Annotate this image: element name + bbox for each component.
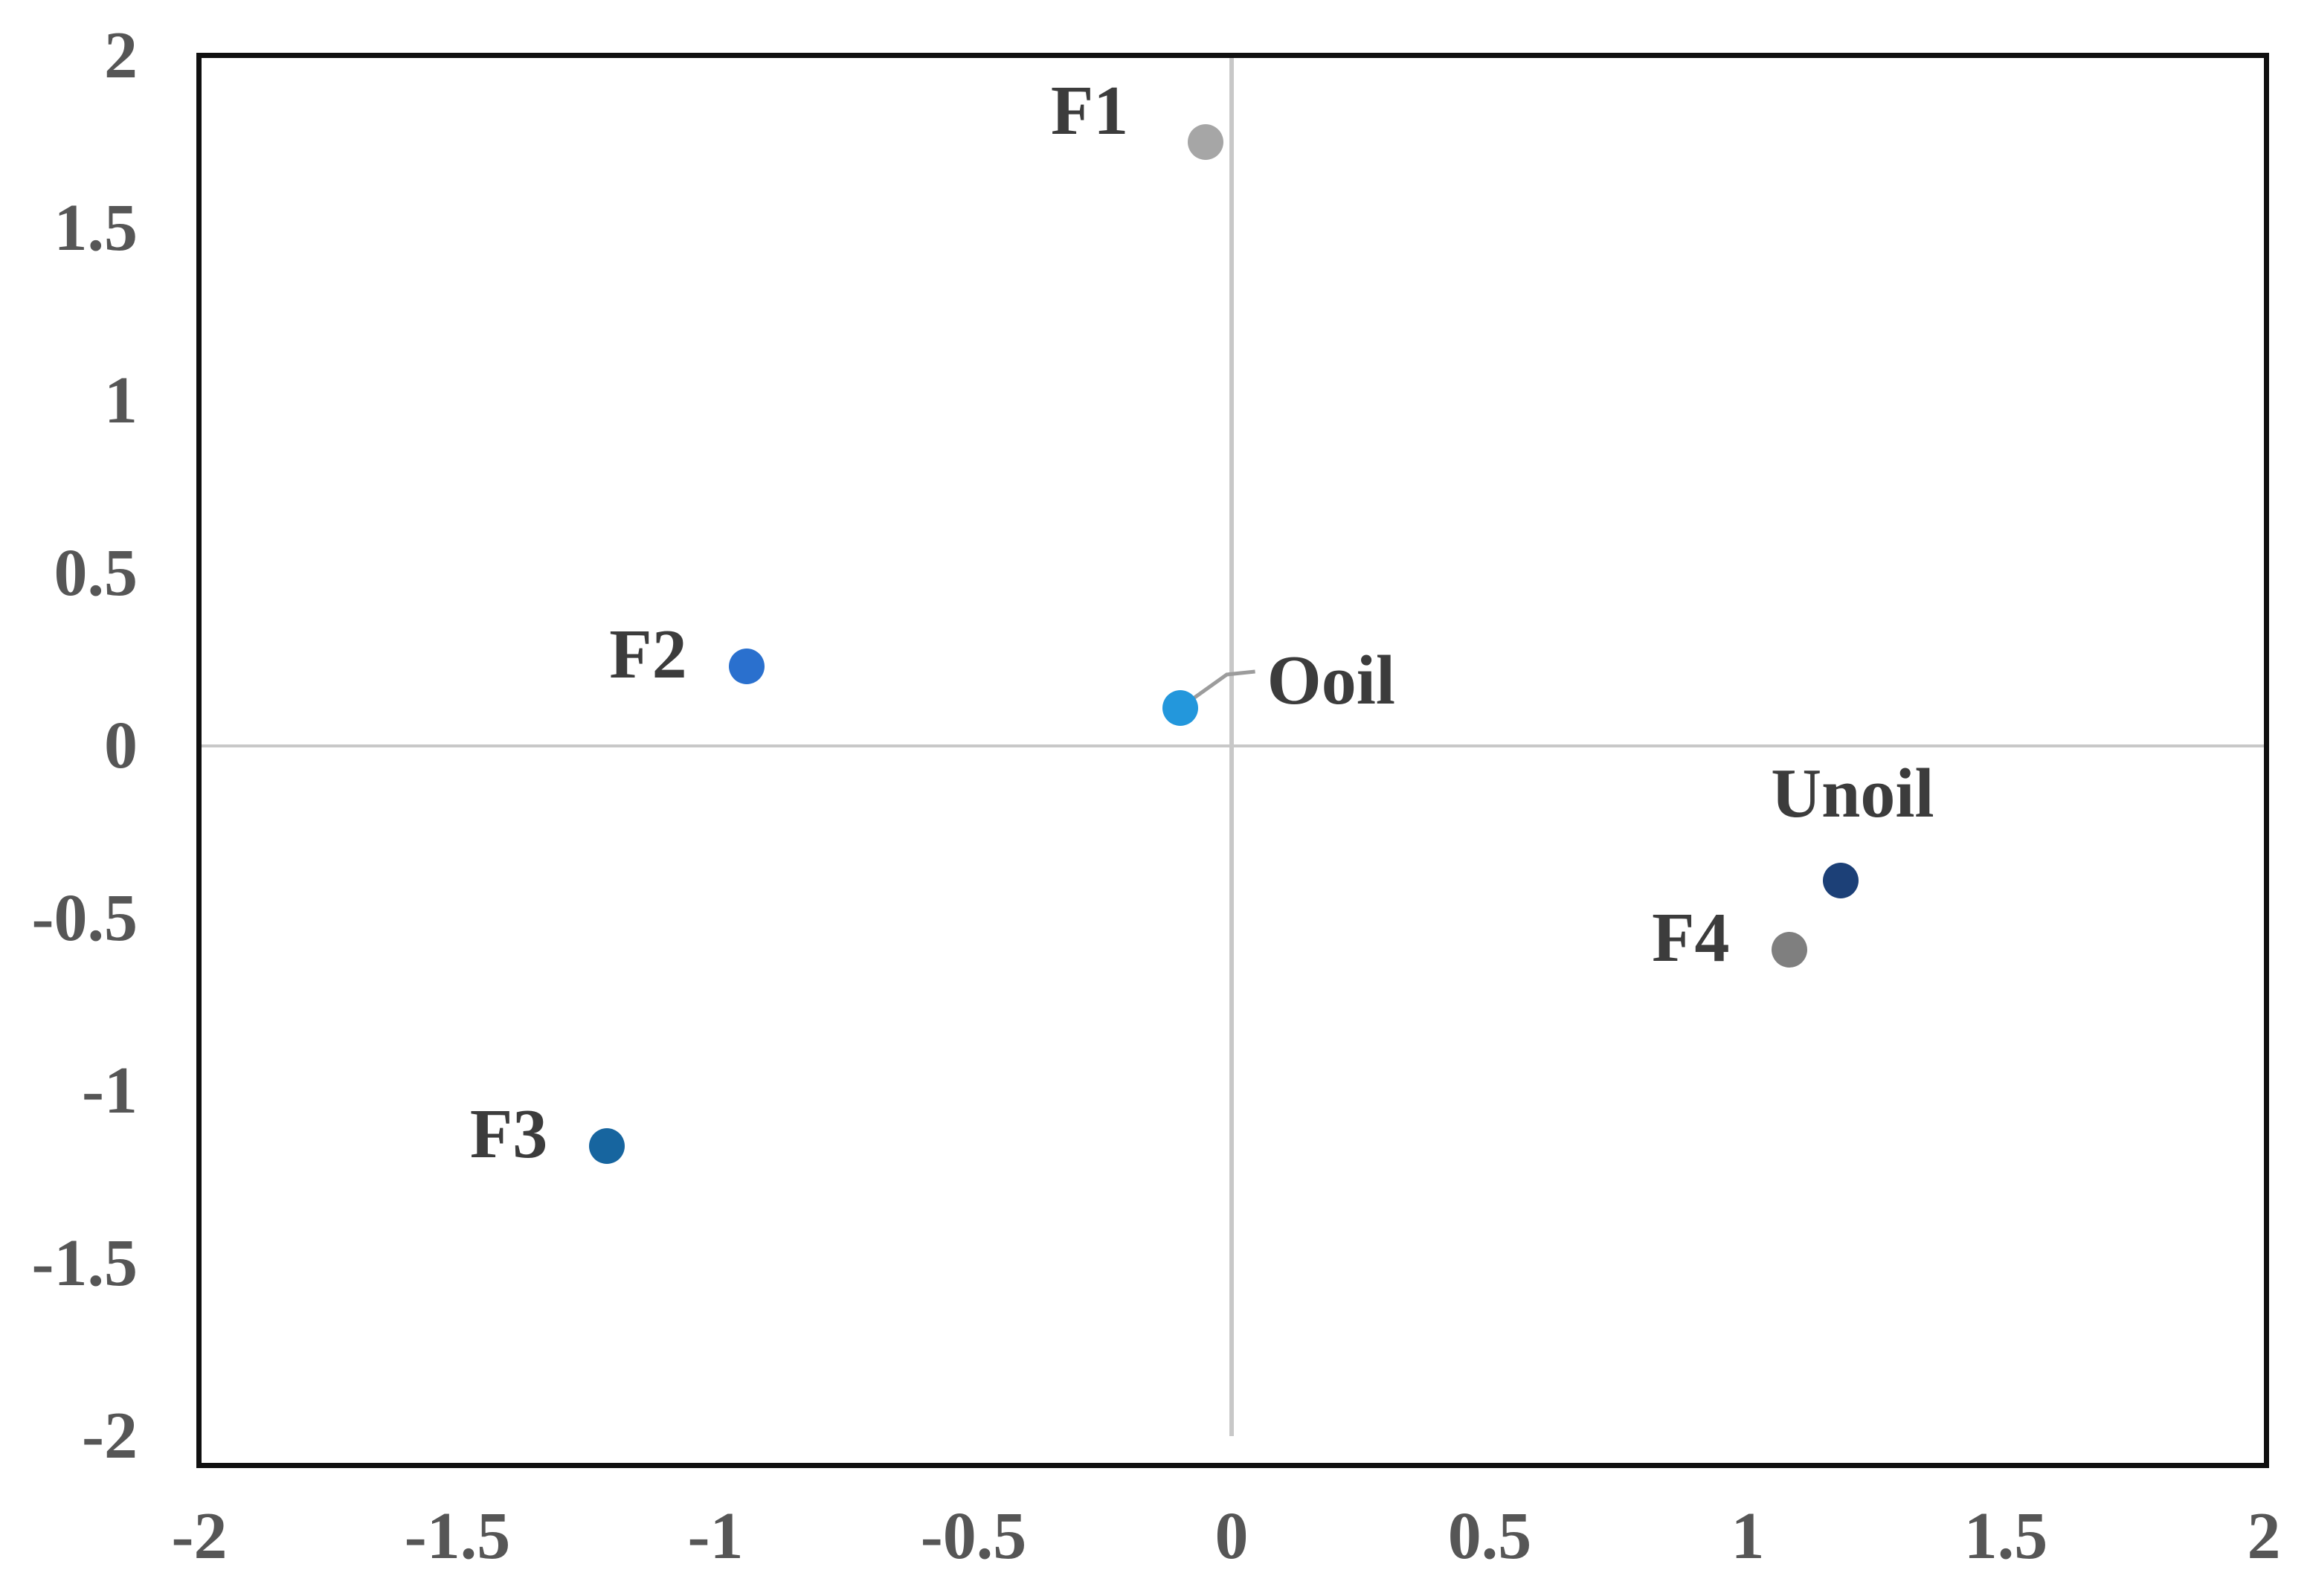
y-tick-label-0: 0: [104, 709, 138, 782]
x-tick-label-1.5: 1.5: [1963, 1499, 2048, 1573]
y-tick-label-1.5: 1.5: [54, 191, 138, 265]
x-tick-label-2: 2: [2247, 1499, 2281, 1573]
y-tick-label--1: -1: [82, 1054, 138, 1127]
y-tick-label-1: 1: [104, 364, 138, 437]
point-label-Ooil: Ooil: [1267, 641, 1395, 719]
y-tick-label--0.5: -0.5: [31, 881, 138, 955]
y-axis-zero-line: [1229, 58, 1234, 1436]
y-tick-label-0.5: 0.5: [54, 536, 138, 610]
x-tick-label-0.5: 0.5: [1447, 1499, 1532, 1573]
data-point-F4: [1771, 931, 1807, 968]
data-point-Ooil: [1162, 689, 1198, 726]
x-tick-label-0: 0: [1214, 1499, 1249, 1573]
point-label-F2: F2: [609, 616, 687, 694]
x-tick-label--1: -1: [687, 1499, 744, 1573]
x-tick-label--2: -2: [171, 1499, 228, 1573]
plot-border: [196, 53, 2269, 1468]
data-point-F2: [728, 649, 765, 685]
data-point-F3: [589, 1128, 625, 1165]
data-point-Unoil: [1822, 862, 1859, 898]
x-tick-label--1.5: -1.5: [404, 1499, 511, 1573]
x-tick-label-1: 1: [1731, 1499, 1765, 1573]
point-label-Unoil: Unoil: [1771, 754, 1934, 832]
point-label-F3: F3: [469, 1095, 548, 1174]
data-point-F1: [1188, 124, 1224, 160]
y-tick-label-2: 2: [104, 19, 138, 92]
point-label-F4: F4: [1652, 898, 1730, 976]
y-tick-label--1.5: -1.5: [31, 1226, 138, 1300]
y-tick-label--2: -2: [82, 1399, 138, 1473]
point-label-F1: F1: [1050, 72, 1129, 149]
x-tick-label--0.5: -0.5: [920, 1499, 1027, 1573]
